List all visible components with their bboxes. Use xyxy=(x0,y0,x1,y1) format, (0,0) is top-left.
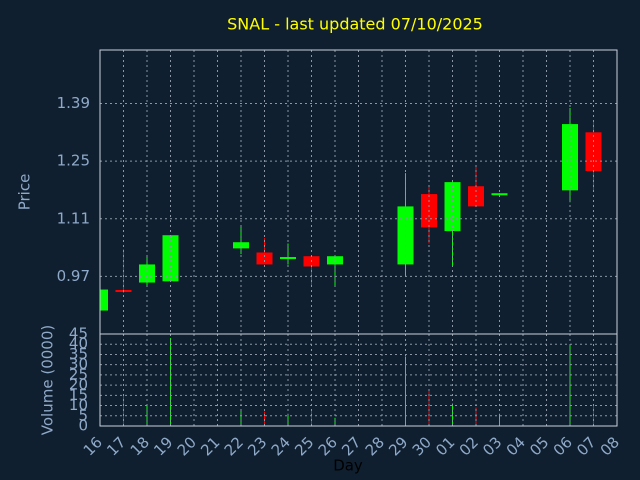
candle-body xyxy=(491,193,508,196)
volume-bar xyxy=(264,411,265,426)
volume-tick-label: 25 xyxy=(69,365,88,383)
volume-axis-label: Volume (0000) xyxy=(39,325,57,435)
y-tick-label: 1.39 xyxy=(57,94,90,112)
volume-tick-label: 40 xyxy=(69,335,88,353)
candle-body xyxy=(100,289,108,311)
volume-tick-label: 5 xyxy=(78,406,88,424)
y-tick-label: 1.11 xyxy=(57,209,90,227)
y-tick-label: 1.25 xyxy=(57,152,90,170)
y-axis-label: Price xyxy=(16,174,34,211)
volume-bar xyxy=(405,356,406,426)
volume-bar xyxy=(170,338,171,426)
volume-tick-label: 0 xyxy=(78,417,88,435)
volume-tick-label: 15 xyxy=(69,386,88,404)
x-axis-label: Day xyxy=(333,457,363,475)
volume-bar xyxy=(475,407,477,426)
volume-tick-label: 20 xyxy=(69,376,88,394)
candle-body xyxy=(162,235,179,282)
candle-body xyxy=(562,124,578,191)
volume-bar xyxy=(334,417,336,426)
candle-body xyxy=(280,257,296,260)
volume-bar xyxy=(428,389,430,426)
volume-tick-label: 35 xyxy=(69,345,88,363)
volume-bar xyxy=(311,409,312,426)
volume-tick-label: 10 xyxy=(69,396,88,414)
volume-frame xyxy=(99,333,618,427)
volume-tick-label: 45 xyxy=(69,325,88,343)
volume-tick-label: 30 xyxy=(69,355,88,373)
candle-body xyxy=(256,252,273,265)
y-tick-label: 0.97 xyxy=(57,267,90,285)
volume-bar xyxy=(240,409,242,426)
chart-title: SNAL - last updated 07/10/2025 xyxy=(227,15,483,34)
candle-body xyxy=(139,264,155,283)
